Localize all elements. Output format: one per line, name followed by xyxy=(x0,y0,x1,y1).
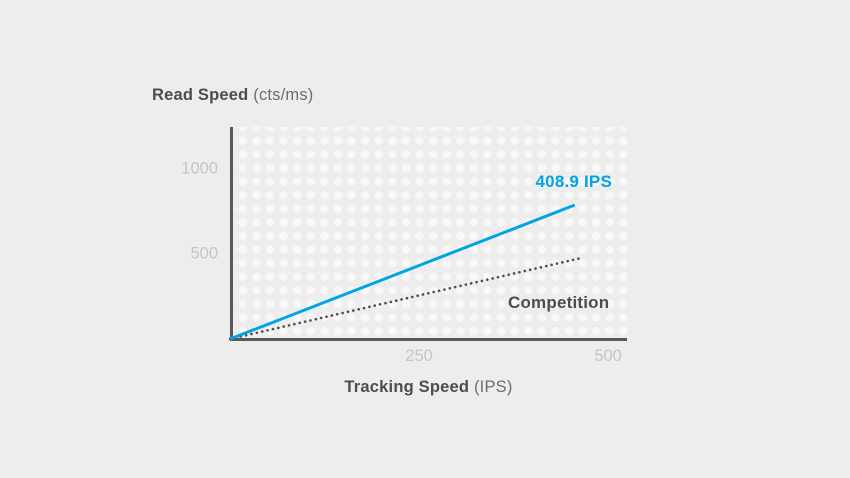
y-axis-unit-text: (cts/ms) xyxy=(253,86,314,104)
plot-area xyxy=(233,127,627,338)
x-tick-label-250: 250 xyxy=(405,347,433,365)
product-line xyxy=(229,203,576,341)
y-tick-label-500: 500 xyxy=(190,244,218,263)
y-axis-title: Read Speed (cts/ms) xyxy=(152,86,314,105)
competition-line-label: Competition xyxy=(508,293,610,312)
chart-lines xyxy=(228,203,585,341)
y-tick-label-1000: 1000 xyxy=(181,159,218,178)
y-axis-line xyxy=(230,127,233,341)
x-axis-title: Tracking Speed (IPS) xyxy=(230,378,627,397)
x-axis-line xyxy=(230,338,627,341)
competition-line xyxy=(228,256,585,341)
product-line-label: 408.9 IPS xyxy=(535,172,612,191)
y-axis-title-text: Read Speed xyxy=(152,86,249,104)
x-axis-unit-text: (IPS) xyxy=(473,378,513,396)
x-tick-label-500: 500 xyxy=(594,347,622,365)
x-axis-title-text: Tracking Speed xyxy=(344,378,470,396)
